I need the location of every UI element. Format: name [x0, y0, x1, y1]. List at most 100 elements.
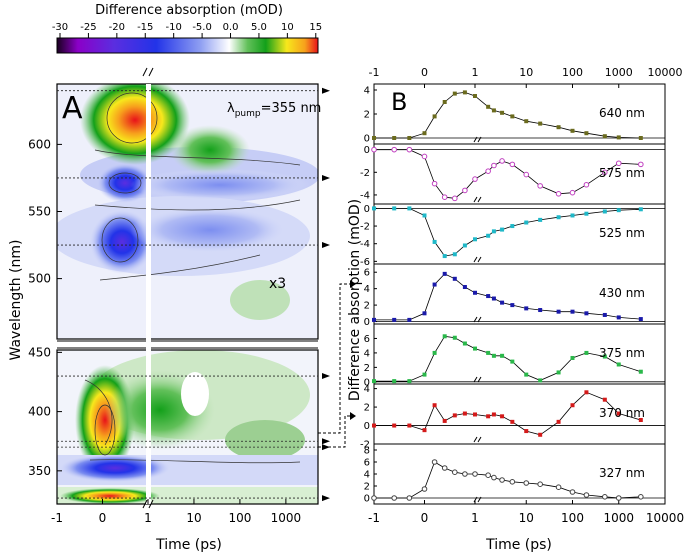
data-point [486, 294, 491, 299]
colorbar-tick-label: -25 [80, 22, 96, 33]
b-top-xtick-label: 1000 [605, 66, 633, 79]
b-ytick-label: 4 [364, 86, 370, 97]
data-point [371, 146, 377, 153]
b-ytick-label: -2 [360, 440, 370, 451]
data-point [602, 494, 608, 500]
data-point [442, 254, 447, 259]
a-ytick-label: 550 [28, 205, 51, 219]
panel-b: -1-1001110101001001000100010000100000246… [360, 66, 684, 525]
a-xtick-label: 1 [144, 511, 152, 525]
trace-panel-525-nm: 0 -2 -4 -6 525 nm [360, 203, 666, 268]
data-point [422, 372, 427, 377]
trace-label: 375 nm [599, 346, 645, 360]
trace-label: 327 nm [599, 466, 645, 480]
data-point [491, 108, 496, 113]
data-point [616, 135, 621, 140]
axis-break [473, 316, 482, 323]
b-top-xtick-label: -1 [369, 66, 380, 79]
data-point [371, 495, 377, 501]
data-point [452, 469, 458, 476]
panel-a-label: A [62, 91, 83, 126]
panel-b-ylabel: Difference absorption (mOD) [347, 199, 363, 401]
band-340 [60, 454, 170, 482]
a-ytick-label: 350 [28, 464, 51, 478]
colorbar-tick-label: -10 [166, 22, 182, 33]
data-point [584, 211, 589, 216]
data-point [602, 312, 607, 317]
colorbar-tick-label: 0.0 [223, 22, 239, 33]
b-ytick-label: 8 [364, 446, 370, 457]
data-point [422, 428, 427, 433]
trace-label: 640 nm [599, 106, 645, 120]
data-point [472, 471, 478, 477]
trace-label: 575 nm [599, 166, 645, 180]
heatmap-bottom [57, 350, 318, 504]
data-point [473, 94, 477, 98]
colorbar-tick-label: -20 [109, 22, 125, 33]
data-point [431, 459, 438, 465]
data-point [392, 317, 397, 322]
data-point [407, 423, 412, 428]
data-point [462, 411, 467, 416]
data-point [452, 252, 457, 257]
data-point [538, 121, 543, 126]
data-point [555, 191, 562, 197]
pump-value: =355 nm [261, 101, 322, 116]
data-point [584, 350, 589, 355]
heatmap-top [57, 84, 318, 339]
colorbar-tick-label: -5.0 [192, 22, 212, 33]
data-point [602, 397, 607, 402]
panel-a-xlabel: Time (ps) [155, 537, 222, 553]
band-615 [80, 84, 190, 165]
data-point [570, 355, 575, 360]
panel-b-xlabel: Time (ps) [485, 537, 552, 553]
data-point [510, 359, 515, 364]
data-point [442, 418, 447, 423]
data-point [422, 131, 427, 136]
data-point [500, 227, 505, 232]
data-point [638, 317, 643, 322]
pump-subscript: pump [235, 109, 261, 119]
data-point [523, 171, 530, 178]
data-point [538, 308, 543, 313]
data-point [500, 353, 505, 358]
data-point [524, 119, 529, 124]
data-point [407, 317, 412, 322]
panel-a-axes: -1 0 1 10 100 1000 600 550 500 450 400 350 [28, 137, 301, 525]
data-point [583, 181, 590, 188]
data-point [638, 207, 643, 212]
marker-arrow [322, 87, 330, 94]
data-point [372, 206, 376, 211]
data-point [602, 134, 607, 139]
band-575 [97, 163, 153, 203]
data-point [538, 432, 543, 437]
trace-panel-430-nm: 0 2 4 6 430 nm [364, 263, 666, 328]
data-point [510, 224, 515, 229]
data-point [556, 125, 561, 130]
b-ytick-label: 0 [364, 204, 370, 215]
data-point [510, 303, 515, 308]
marker-arrow [322, 174, 330, 181]
b-ytick-label: -6 [360, 257, 370, 268]
data-point [441, 465, 448, 471]
marker-arrow [322, 373, 330, 380]
pump-annotation: λpump=355 nm [227, 101, 321, 119]
axis-break [473, 196, 482, 203]
b-ytick-label: 0 [364, 421, 370, 432]
b-ytick-label: 6 [364, 268, 370, 279]
b-ytick-label: 0 [364, 317, 370, 328]
data-point [432, 282, 437, 287]
data-point [638, 136, 643, 140]
trace-panel-575-nm: 0 -2 -4 575 nm [360, 143, 666, 205]
a-ytick-label: 600 [28, 137, 51, 151]
b-xtick-label: 10000 [646, 511, 684, 525]
data-point [372, 379, 376, 384]
data-point [452, 276, 457, 281]
data-point [422, 311, 427, 316]
data-point [500, 110, 505, 115]
b-top-xtick-label: 1 [472, 66, 479, 79]
colorbar-tick-label: 15 [309, 22, 322, 33]
a-ytick-label: 400 [28, 405, 51, 419]
data-point [556, 370, 561, 375]
